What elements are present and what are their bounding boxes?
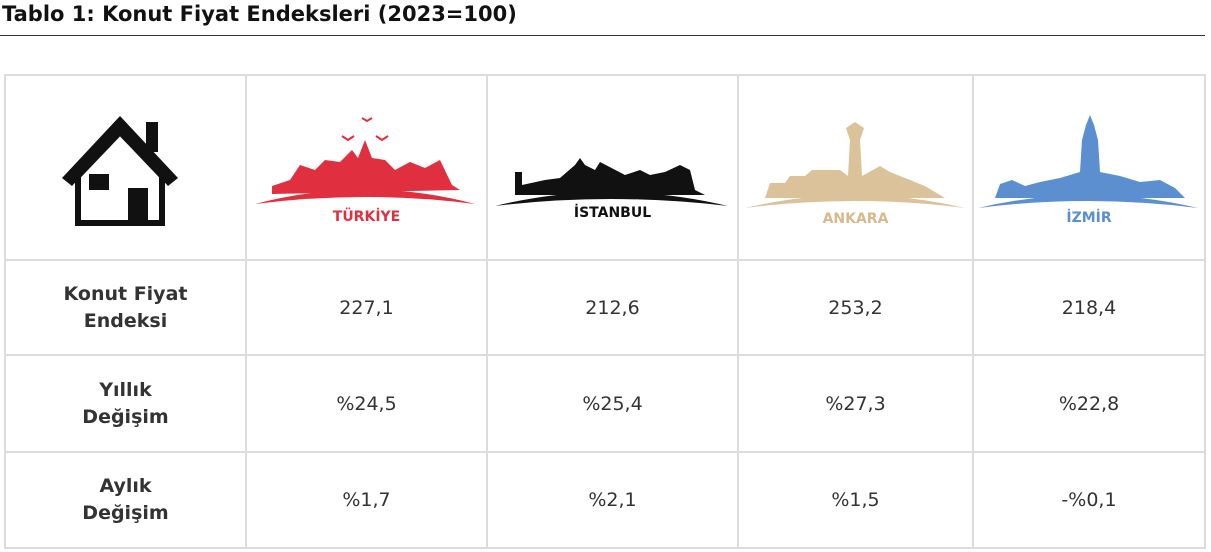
value-cell: %1,5: [738, 452, 973, 548]
row-label: Konut Fiyat Endeksi: [64, 281, 188, 335]
row-label-line: Değişim: [82, 502, 169, 524]
ankara-skyline: [745, 122, 965, 208]
city-label: İZMİR: [1066, 210, 1112, 226]
value-cell: 218,4: [973, 260, 1205, 355]
cell-value: %2,1: [588, 489, 637, 511]
turkiye-skyline: [255, 117, 475, 204]
title-rule: [0, 35, 1205, 36]
grid-line: [4, 259, 1206, 261]
cell-value: %24,5: [336, 392, 397, 415]
row-label: Aylık Değişim: [82, 473, 168, 527]
cell-value: %25,4: [582, 392, 643, 415]
istanbul-skyline: [495, 158, 728, 206]
grid-line: [245, 74, 247, 549]
value-cell: %25,4: [487, 355, 738, 452]
header-cell: ANKARA: [738, 211, 973, 231]
cell-value: %1,5: [831, 489, 880, 511]
cell-value: %27,3: [825, 392, 886, 415]
cell-value: 218,4: [1061, 296, 1117, 319]
cell-value: 212,6: [585, 296, 640, 319]
grid-line: [4, 451, 1206, 453]
header-cell: İZMİR: [973, 210, 1205, 230]
row-label-line: Değişim: [82, 405, 169, 428]
grid-line: [4, 74, 1206, 76]
cell-value: 253,2: [828, 296, 883, 319]
city-label: TÜRKİYE: [332, 209, 401, 225]
city-label: ANKARA: [822, 211, 889, 227]
value-cell: 227,1: [246, 260, 487, 355]
house-icon: [62, 116, 178, 226]
row-label-cell: Aylık Değişim: [5, 452, 246, 548]
grid-line: [486, 74, 488, 549]
row-label-line: Yıllık: [99, 378, 152, 401]
row-label-line: Konut Fiyat: [63, 282, 188, 305]
header-cell: İSTANBUL: [487, 205, 738, 225]
grid-line: [4, 354, 1206, 356]
value-cell: %2,1: [487, 452, 738, 548]
value-cell: 212,6: [487, 260, 738, 355]
value-cell: -%0,1: [973, 452, 1205, 548]
grid-line: [4, 547, 1206, 549]
row-label-cell: Yıllık Değişim: [5, 355, 246, 452]
cell-value: 227,1: [339, 296, 394, 319]
grid-line: [4, 74, 6, 549]
value-cell: %22,8: [973, 355, 1205, 452]
row-label: Yıllık Değişim: [82, 377, 168, 431]
grid-line: [1204, 74, 1206, 549]
value-cell: %27,3: [738, 355, 973, 452]
cell-value: -%0,1: [1061, 489, 1117, 511]
row-label-cell: Konut Fiyat Endeksi: [5, 260, 246, 355]
grid-line: [737, 74, 739, 549]
header-cell: TÜRKİYE: [246, 209, 487, 229]
cell-value: %1,7: [342, 489, 391, 511]
izmir-skyline: [978, 115, 1198, 208]
value-cell: %1,7: [246, 452, 487, 548]
grid-line: [972, 74, 974, 549]
city-label: İSTANBUL: [573, 205, 652, 221]
row-label-line: Endeksi: [83, 309, 168, 332]
value-cell: %24,5: [246, 355, 487, 452]
value-cell: 253,2: [738, 260, 973, 355]
cell-value: %22,8: [1058, 392, 1120, 415]
table-title: Tablo 1: Konut Fiyat Endeksleri (2023=10…: [2, 2, 517, 26]
row-label-line: Aylık: [99, 475, 152, 497]
